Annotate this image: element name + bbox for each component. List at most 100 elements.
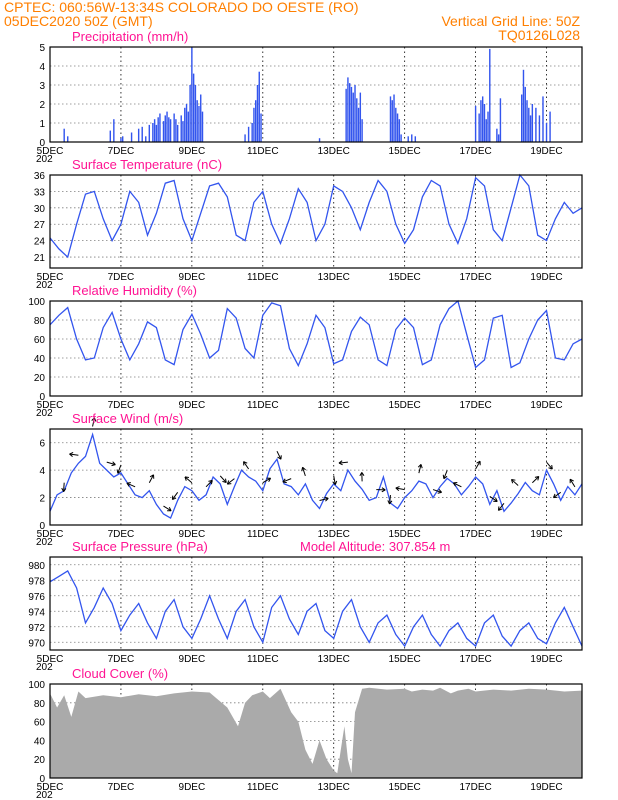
wind-frame [49, 428, 583, 526]
wind-vector-head [91, 417, 97, 422]
precip-bar [175, 119, 177, 142]
wind-vector-arrow [432, 489, 442, 493]
precip-bar [109, 130, 112, 142]
cloud-area [50, 687, 582, 778]
precip-bar [357, 107, 360, 142]
wind-vector-arrow [282, 478, 292, 483]
wind-vector-arrow [126, 482, 136, 488]
pressure-line [49, 569, 583, 648]
precip-title: Precipitation (mm/h) [72, 29, 188, 44]
precip-bar [162, 121, 165, 142]
wind-vector-head [510, 478, 516, 484]
pressure-ytick-label: 970 [28, 638, 45, 649]
precip-ytick-label: 0 [39, 138, 45, 149]
wind-vector-head [222, 478, 227, 484]
pressure-subtitle: Model Altitude: 307.854 m [300, 539, 450, 554]
precip-ytick-label: 5 [39, 43, 45, 54]
wind-vector-arrow [569, 478, 576, 488]
wind-vector-head [184, 476, 190, 481]
precip-bar [350, 86, 353, 142]
cloud-ytick-label: 0 [39, 774, 45, 785]
cloud-xtick-label: 19DEC [530, 782, 562, 793]
precip-bar [528, 107, 530, 142]
pressure-title: Surface Pressure (hPa) [72, 539, 208, 554]
precip-bar [191, 47, 193, 142]
precip-bar [535, 107, 537, 142]
precip-bar [407, 136, 409, 142]
wind-ytick-label: 0 [39, 521, 45, 532]
precip-bar [411, 134, 413, 142]
wind-vector-arrow [453, 482, 462, 488]
cloud-ytick-label: 40 [34, 736, 46, 747]
precip-bar [354, 85, 356, 142]
wind-title: Surface Wind (m/s) [72, 411, 183, 426]
precip-bar [201, 111, 204, 142]
temp-xtick-label: 15DEC [389, 272, 421, 283]
precip-bar [489, 48, 491, 142]
precip-bar [155, 124, 158, 142]
precip-bar [198, 105, 200, 142]
precip-xtick-label: 17DEC [459, 146, 491, 157]
precip-bar [359, 92, 362, 142]
rh-year-label: 202 [36, 408, 53, 419]
wind-vector-head [359, 472, 365, 477]
precip-bar [194, 85, 197, 142]
pressure-xtick-label: 19DEC [530, 654, 562, 665]
wind-vector-head [338, 460, 343, 466]
precip-bar [400, 134, 402, 142]
wind-vector-arrow [219, 475, 227, 483]
precip-bar [244, 134, 246, 142]
precip-bar [481, 96, 484, 142]
precip-bar [389, 96, 392, 142]
rh-ytick-label: 0 [39, 392, 45, 403]
temp-line [49, 173, 583, 259]
cloud-ytick-label: 100 [28, 680, 45, 691]
precip-xtick-label: 7DEC [108, 146, 135, 157]
temp-ytick-label: 36 [34, 171, 46, 182]
wind-vector-head [171, 495, 177, 501]
temp-ytick-label: 27 [34, 220, 46, 231]
rh-xtick-label: 11DEC [247, 400, 279, 411]
precip-bar [256, 85, 259, 142]
precip-bar [545, 123, 548, 142]
precip-bar [196, 100, 198, 142]
rh-xtick-label: 19DEC [530, 400, 562, 411]
precip-xtick-label: 19DEC [530, 146, 562, 157]
precip-bar [141, 126, 143, 142]
wind-vector-arrow [227, 478, 235, 485]
precip-bar [253, 107, 255, 142]
cloud-ytick-label: 20 [34, 755, 46, 766]
precip-bar [247, 126, 250, 142]
wind-vector-head [381, 487, 386, 493]
precip-bar [63, 128, 65, 142]
precip-bar [485, 119, 487, 142]
temp-ytick-label: 21 [34, 253, 46, 264]
wind-vector-head [126, 482, 131, 487]
header-datetime: 05DEC2020 50Z (GMT) [4, 13, 153, 29]
wind-vector-head [277, 455, 282, 460]
wind-vector-arrow [262, 477, 271, 484]
panel-cloud: 0 20 40 60 80 100 5DEC 7DEC 9DEC 11DEC 13DEC 15DEC 1… [28, 666, 583, 800]
wind-vector-arrow [302, 467, 306, 477]
wind-vector-head [497, 506, 503, 511]
precip-bar [393, 94, 395, 142]
precip-bar [251, 123, 253, 142]
wind-vector-head [243, 461, 248, 466]
cloud-title: Cloud Cover (%) [72, 666, 168, 681]
pressure-xtick-label: 17DEC [459, 654, 491, 665]
wind-vector-arrow [389, 495, 391, 505]
pressure-xtick-label: 9DEC [179, 654, 206, 665]
precip-bar [152, 123, 154, 142]
precip-bar [396, 113, 399, 142]
cloud-xtick-label: 7DEC [108, 782, 135, 793]
pressure-xtick-label: 15DEC [389, 654, 421, 665]
cloud-year-label: 202 [36, 790, 53, 800]
wind-vector-arrow [511, 479, 519, 486]
wind-vector-arrow [106, 461, 116, 466]
wind-vector-head [552, 493, 558, 499]
wind-vector-head [208, 479, 213, 485]
precip-ytick-label: 3 [39, 81, 45, 92]
precip-bar [496, 128, 498, 142]
cloud-xtick-label: 17DEC [459, 782, 491, 793]
temp-xtick-label: 7DEC [108, 272, 135, 283]
